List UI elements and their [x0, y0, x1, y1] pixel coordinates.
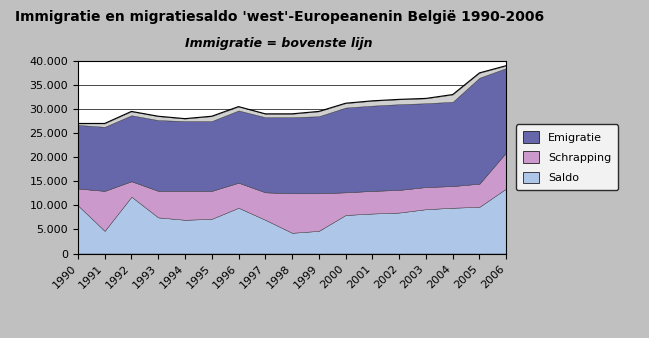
Legend: Emigratie, Schrapping, Saldo: Emigratie, Schrapping, Saldo: [516, 124, 618, 190]
Text: Immigratie = bovenste lijn: Immigratie = bovenste lijn: [186, 37, 373, 50]
Text: Immigratie en migratiesaldo 'west'-Europeanenin België 1990-2006: Immigratie en migratiesaldo 'west'-Europ…: [14, 10, 544, 24]
